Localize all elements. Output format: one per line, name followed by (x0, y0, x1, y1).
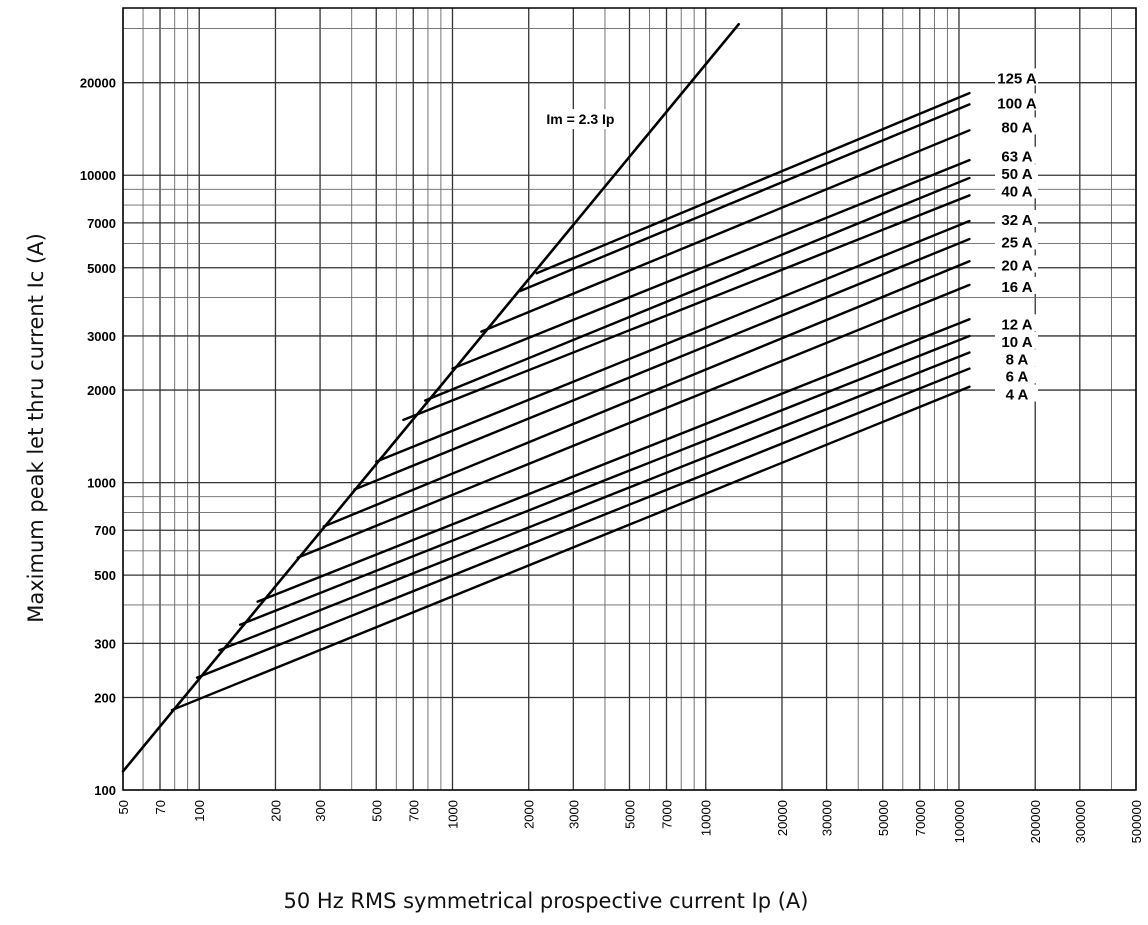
x-tick-label: 7000 (660, 800, 675, 829)
series-line-16a (296, 283, 971, 559)
y-tick-label: 5000 (87, 261, 116, 276)
series-line-8a (218, 351, 971, 652)
rating-label: 40 A (1001, 183, 1032, 200)
rating-label: 100 A (997, 95, 1037, 112)
rating-label: 16 A (1001, 279, 1032, 296)
rating-label-bg (995, 255, 1038, 273)
rating-label: 80 A (1001, 119, 1032, 136)
x-tick-label: 200 (268, 800, 283, 822)
annotation-im-2.3-ip: Im = 2.3 Ip (546, 111, 614, 127)
rating-label: 32 A (1001, 212, 1032, 229)
series-line-10a (238, 334, 971, 626)
rating-label-bg (995, 164, 1038, 182)
rating-label-bg (995, 366, 1038, 384)
x-tick-label: 50 (116, 800, 131, 814)
rating-label: 25 A (1001, 234, 1032, 251)
grid (122, 8, 1137, 791)
series-line-20a (322, 260, 971, 528)
plot-frame (122, 7, 1137, 791)
rating-label: 125 A (997, 70, 1037, 87)
y-tick-label: 200 (94, 690, 116, 705)
labels-group: 125 A 100 A 80 A 63 A50 A40 A 32 A 25 A 20 A 16… (535, 68, 1038, 404)
series-line-6a (195, 367, 971, 679)
rating-label-bg (995, 181, 1038, 199)
y-tick-label: 20000 (80, 76, 116, 91)
rating-label-bg (995, 276, 1038, 294)
rating-label-bg (995, 68, 1038, 86)
rating-label: 6 A (1006, 368, 1029, 385)
x-tick-label: 2000 (522, 800, 537, 829)
x-tick-label: 5000 (623, 800, 638, 829)
series-line-100a (518, 103, 971, 293)
rating-label-bg (995, 349, 1038, 367)
rating-label: 10 A (1001, 334, 1032, 351)
series-line-50a (423, 176, 971, 402)
series-group (121, 22, 971, 773)
series-line-4a (170, 385, 971, 712)
x-tick-label: 30000 (820, 800, 835, 836)
x-tick-label: 500000 (1129, 800, 1144, 843)
rating-label: 8 A (1006, 351, 1029, 368)
x-tick-label: 20000 (775, 800, 790, 836)
rating-label-bg (995, 232, 1038, 250)
y-axis-label: Maximum peak let thru current Ic (A) (24, 233, 48, 623)
y-tick-label: 7000 (87, 216, 116, 231)
x-tick-label: 10000 (699, 800, 714, 836)
x-tick-label: 1000 (445, 800, 460, 829)
rating-label-bg (995, 331, 1038, 349)
y-tick-label: 700 (94, 523, 116, 538)
ticks-group: 50 70 100 200 300 500 700 1000 2000 3000 5000 7000 1… (80, 76, 1144, 844)
rating-label: 4 A (1006, 387, 1029, 404)
series-line-12a (256, 318, 971, 603)
x-axis-label: 50 Hz RMS symmetrical prospective curren… (284, 889, 809, 913)
series-line-80a (480, 129, 971, 333)
series-line-125a (535, 91, 971, 275)
x-tick-label: 300000 (1073, 800, 1088, 843)
rating-label-bg (995, 384, 1038, 402)
series-line-40a (402, 194, 971, 422)
x-tick-label: 700 (406, 800, 421, 822)
rating-label-bg (995, 93, 1038, 111)
series-line-25a (353, 237, 971, 491)
series-line-32a (375, 219, 971, 463)
x-tick-label: 70 (153, 800, 168, 814)
x-tick-label: 50000 (876, 800, 891, 836)
y-tick-label: 1000 (87, 476, 116, 491)
y-tick-label: 2000 (87, 383, 116, 398)
rating-label-bg (995, 314, 1038, 332)
y-tick-label: 100 (94, 783, 116, 798)
annotation-bg (535, 109, 626, 130)
y-tick-label: 500 (94, 568, 116, 583)
y-tick-label: 10000 (80, 168, 116, 183)
x-tick-label: 70000 (913, 800, 928, 836)
y-tick-label: 300 (94, 636, 116, 651)
rating-label-bg (995, 146, 1038, 164)
rating-label-bg (995, 117, 1038, 135)
x-tick-label: 500 (369, 800, 384, 822)
y-tick-label: 3000 (87, 329, 116, 344)
rating-label: 50 A (1001, 166, 1032, 183)
x-tick-label: 200000 (1028, 800, 1043, 843)
x-tick-label: 100 (192, 800, 207, 822)
x-tick-label: 100000 (952, 800, 967, 843)
rating-label: 12 A (1001, 316, 1032, 333)
x-tick-label: 3000 (566, 800, 581, 829)
rating-label-bg (995, 209, 1038, 227)
rating-label: 63 A (1001, 149, 1032, 166)
x-tick-label: 300 (313, 800, 328, 822)
rating-label: 20 A (1001, 257, 1032, 274)
series-line-63a (451, 158, 971, 370)
